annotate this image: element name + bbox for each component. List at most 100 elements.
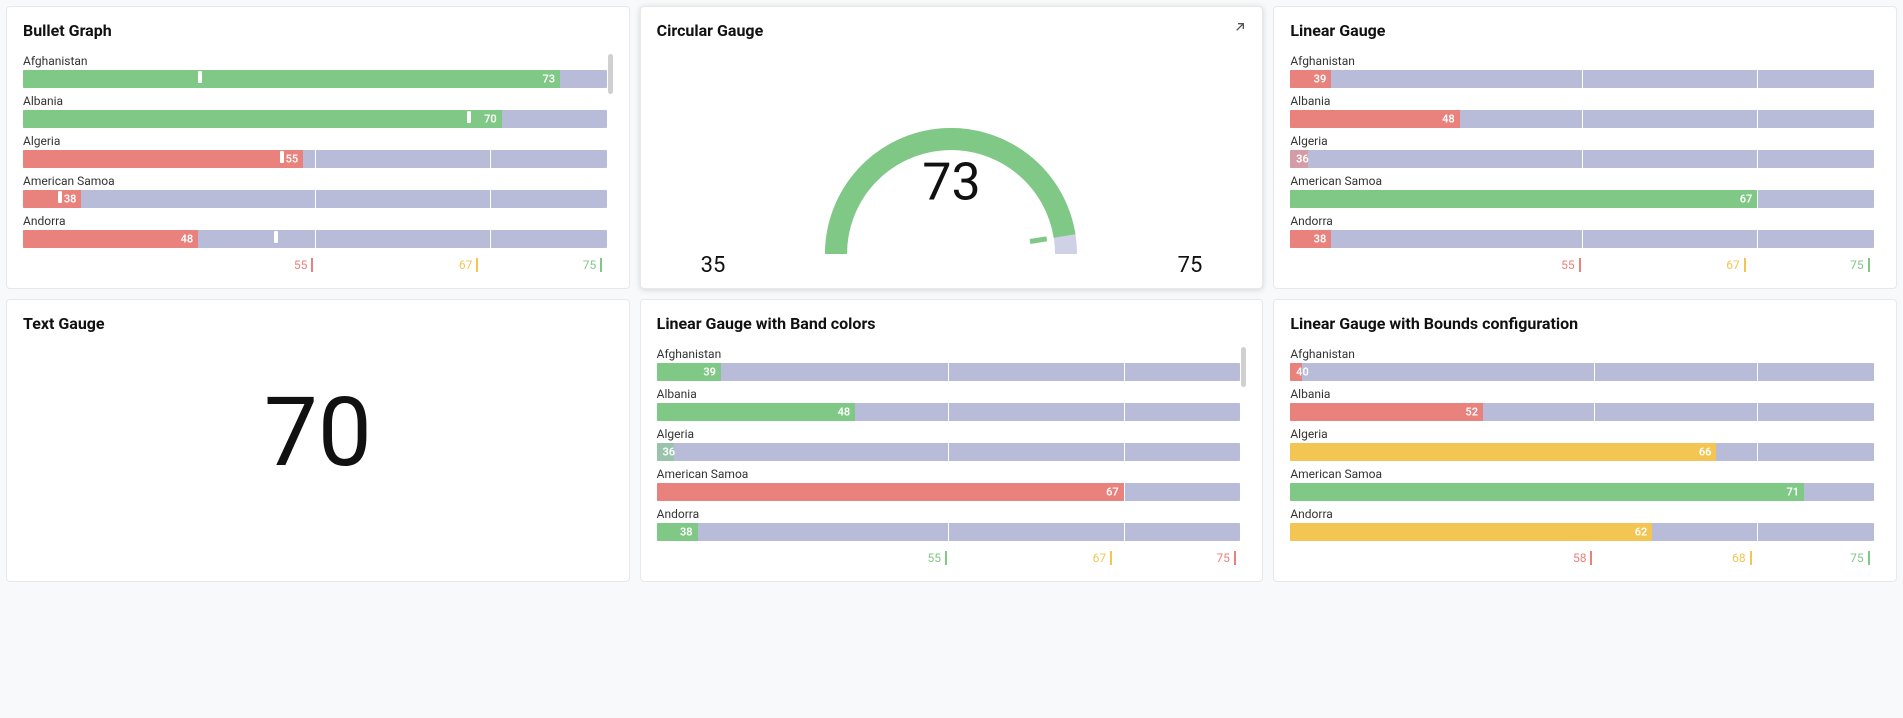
gauge-track: 48: [23, 230, 607, 248]
panel-linear-bounds[interactable]: Linear Gauge with Bounds configuration A…: [1273, 299, 1897, 582]
segment-divider: [948, 363, 949, 381]
expand-icon[interactable]: [1232, 19, 1248, 35]
linear-band-list: Afghanistan39Albania48Algeria36American …: [657, 347, 1247, 541]
scrollbar-thumb[interactable]: [608, 54, 613, 94]
segment-divider: [1757, 443, 1758, 461]
legend-tick: [311, 258, 313, 272]
legend-value: 75: [1850, 551, 1864, 565]
gauge-value-label: 67: [1106, 486, 1119, 499]
row-label: American Samoa: [1290, 467, 1874, 481]
gauge-track: 55: [23, 150, 607, 168]
gauge-track: 52: [1290, 403, 1874, 421]
legend-strip: 55 67 75: [657, 549, 1247, 567]
row-label: Afghanistan: [1290, 347, 1874, 361]
segment-divider: [1582, 230, 1583, 248]
segment-divider: [948, 523, 949, 541]
bullet-list: Afghanistan 73 Albania 70 Algeria 55 American …: [23, 54, 613, 248]
panel-linear-gauge[interactable]: Linear Gauge Afghanistan39Albania48Alger…: [1273, 6, 1897, 289]
gauge-fill: [1290, 110, 1459, 128]
scrollbar-thumb[interactable]: [1241, 347, 1246, 387]
legend-value: 67: [459, 258, 473, 272]
gauge-fill: [1290, 190, 1757, 208]
segment-divider: [1757, 110, 1758, 128]
segment-divider: [1124, 443, 1125, 461]
segment-divider: [1594, 403, 1595, 421]
legend-tick: [1744, 258, 1746, 272]
dashboard-grid: Bullet Graph Afghanistan73Albania70Alger…: [6, 6, 1897, 582]
gauge-track: 38: [1290, 230, 1874, 248]
legend-tick: [1868, 551, 1870, 565]
legend-value: 67: [1093, 551, 1107, 565]
segment-divider: [1582, 110, 1583, 128]
panel-bullet-graph[interactable]: Bullet Graph Afghanistan73Albania70Alger…: [6, 6, 630, 289]
legend-tick: [600, 258, 602, 272]
linear-list: Afghanistan39Albania48Algeria36American …: [1290, 54, 1880, 248]
legend-value: 75: [1850, 258, 1864, 272]
legend-value: 75: [1216, 551, 1230, 565]
row-label: Afghanistan: [23, 54, 607, 68]
segment-divider: [1757, 190, 1758, 208]
panel-text-gauge[interactable]: Text Gauge 70: [6, 299, 630, 582]
gauge-fill: [657, 483, 1124, 501]
linear-bounds-list: Afghanistan40Albania52Algeria66American …: [1290, 347, 1880, 541]
legend-tick: [1110, 551, 1112, 565]
panel-linear-band[interactable]: Linear Gauge with Band colors Afghanista…: [640, 299, 1264, 582]
row-label: Afghanistan: [657, 347, 1241, 361]
segment-divider: [1124, 483, 1125, 501]
gauge-max-label: 75: [1178, 253, 1203, 278]
row-label: American Samoa: [23, 174, 607, 188]
segment-divider: [1757, 70, 1758, 88]
legend-tick: [1590, 551, 1592, 565]
target-marker: [280, 151, 284, 163]
gauge-fill: [23, 70, 560, 88]
segment-divider: [1124, 523, 1125, 541]
row-label: Albania: [23, 94, 607, 108]
legend-item: 58: [1573, 551, 1593, 565]
segment-divider: [1124, 403, 1125, 421]
gauge-min-label: 35: [701, 253, 726, 278]
gauge-value-label: 71: [1786, 486, 1799, 499]
legend-tick: [1234, 551, 1236, 565]
legend-item: 75: [1850, 258, 1870, 272]
legend-item: 55: [927, 551, 947, 565]
legend-tick: [476, 258, 478, 272]
legend-item: 68: [1732, 551, 1752, 565]
gauge-track: 48: [657, 403, 1241, 421]
gauge-value-label: 38: [680, 526, 693, 539]
row-label: American Samoa: [1290, 174, 1874, 188]
segment-divider: [1594, 363, 1595, 381]
gauge-fill: [657, 403, 855, 421]
gauge-fill: [1290, 483, 1804, 501]
row-label: Algeria: [23, 134, 607, 148]
legend-tick: [1868, 258, 1870, 272]
gauge-track: 38: [657, 523, 1241, 541]
panel-circular-gauge[interactable]: Circular Gauge 73 35 75: [640, 6, 1264, 289]
gauge-value-label: 73: [542, 73, 555, 86]
gauge-track: 40: [1290, 363, 1874, 381]
gauge-value-label: 39: [1314, 73, 1327, 86]
row-label: Andorra: [1290, 507, 1874, 521]
gauge-value-label: 66: [1699, 446, 1712, 459]
gauge-value-label: 70: [484, 113, 497, 126]
gauge-value-label: 36: [1296, 153, 1309, 166]
row-label: Algeria: [657, 427, 1241, 441]
gauge-fill: [1290, 403, 1483, 421]
target-marker: [467, 111, 471, 123]
legend-strip: 58 68 75: [1290, 549, 1880, 567]
legend-value: 55: [927, 551, 941, 565]
segment-divider: [315, 230, 316, 248]
legend-strip: 556775: [23, 256, 613, 274]
legend-strip: 556775: [1290, 256, 1880, 274]
panel-title: Circular Gauge: [657, 21, 1247, 40]
row-label: Andorra: [23, 214, 607, 228]
gauge-track: 67: [1290, 190, 1874, 208]
segment-divider: [948, 443, 949, 461]
gauge-track: 36: [1290, 150, 1874, 168]
legend-item: 75: [1850, 551, 1870, 565]
legend-value: 68: [1732, 551, 1746, 565]
legend-value: 58: [1573, 551, 1587, 565]
gauge-track: 71: [1290, 483, 1874, 501]
segment-divider: [1757, 230, 1758, 248]
row-label: Albania: [657, 387, 1241, 401]
target-marker: [274, 231, 278, 243]
